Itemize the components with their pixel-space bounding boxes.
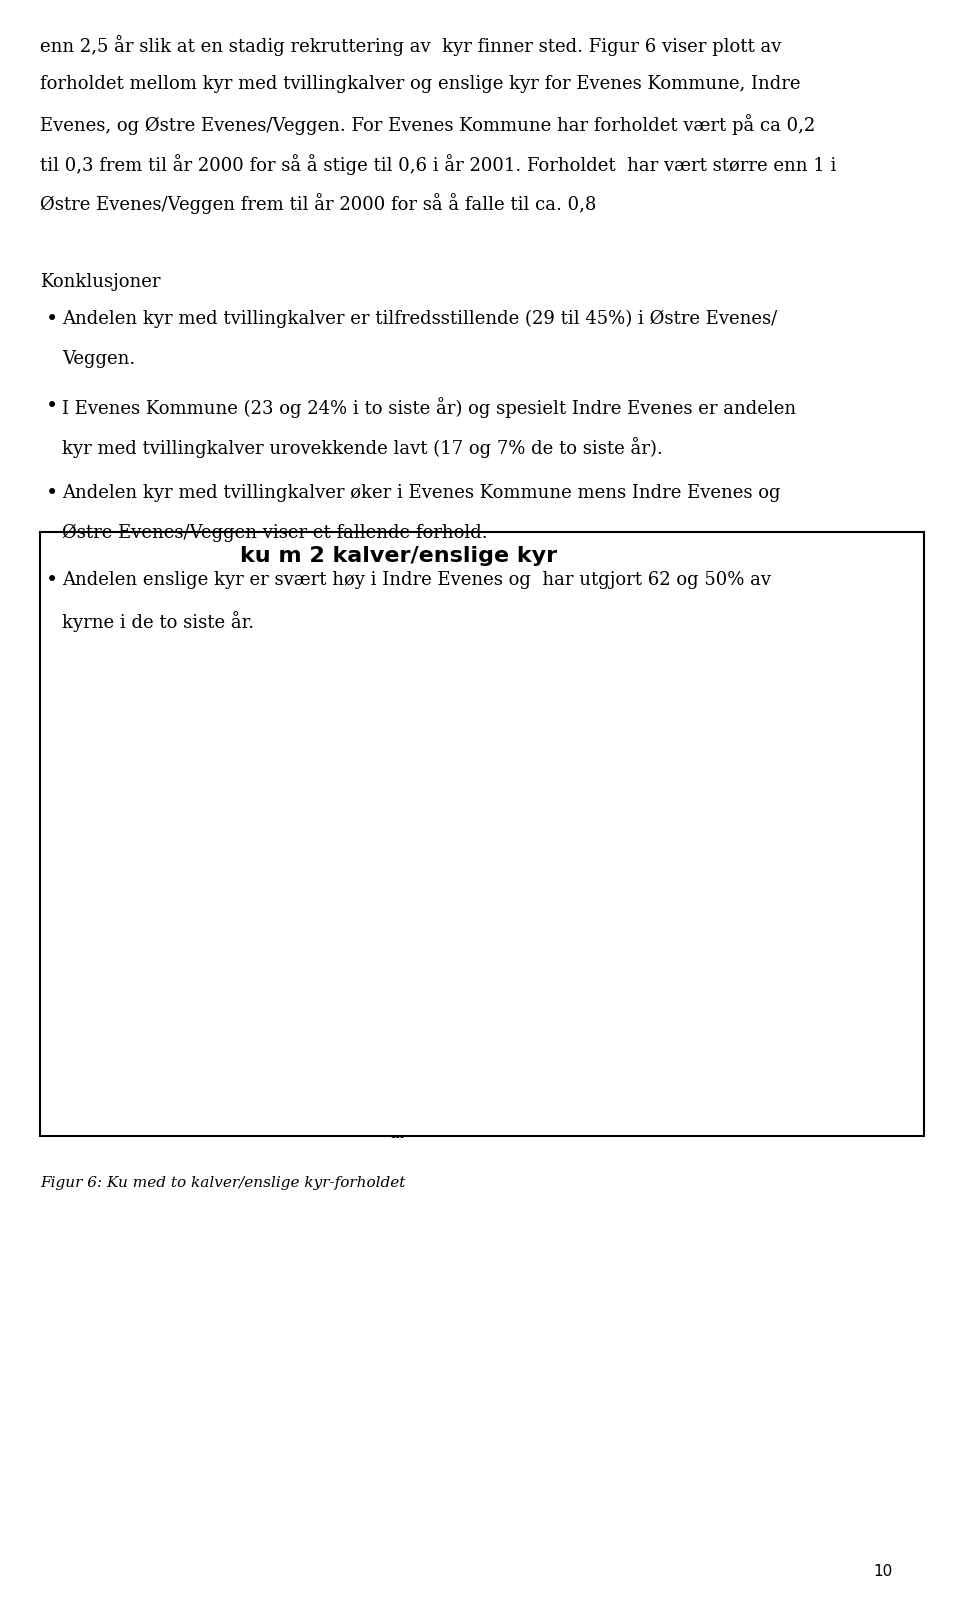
Text: Østre Evenes/Veggen viser et fallende forhold.: Østre Evenes/Veggen viser et fallende fo… xyxy=(62,524,488,541)
Text: forholdet mellom kyr med tvillingkalver og enslige kyr for Evenes Kommune, Indre: forholdet mellom kyr med tvillingkalver … xyxy=(40,74,801,93)
Text: Evenes, og Østre Evenes/Veggen. For Evenes Kommune har forholdet vært på ca 0,2: Evenes, og Østre Evenes/Veggen. For Even… xyxy=(40,114,816,135)
Y-axis label: ku m 2 kalver/enslige kyr: ku m 2 kalver/enslige kyr xyxy=(75,765,89,959)
Text: kyrne i de to siste år.: kyrne i de to siste år. xyxy=(62,611,254,632)
Text: Østre Evenes/Veggen frem til år 2000 for så å falle til ca. 0,8: Østre Evenes/Veggen frem til år 2000 for… xyxy=(40,193,597,214)
Text: ku m 2 kalver/enslige kyr: ku m 2 kalver/enslige kyr xyxy=(240,546,557,565)
Text: I Evenes Kommune (23 og 24% i to siste år) og spesielt Indre Evenes er andelen: I Evenes Kommune (23 og 24% i to siste å… xyxy=(62,396,797,419)
Text: •: • xyxy=(46,396,59,416)
Text: •: • xyxy=(46,570,59,590)
Text: 10: 10 xyxy=(874,1564,893,1579)
Text: Figur 6: Ku med to kalver/enslige kyr-forholdet: Figur 6: Ku med to kalver/enslige kyr-fo… xyxy=(40,1176,406,1191)
Text: til 0,3 frem til år 2000 for så å stige til 0,6 i år 2001. Forholdet  har vært s: til 0,3 frem til år 2000 for så å stige … xyxy=(40,155,837,176)
Text: enn 2,5 år slik at en stadig rekruttering av  kyr finner sted. Figur 6 viser plo: enn 2,5 år slik at en stadig rekrutterin… xyxy=(40,35,781,56)
Text: Andelen kyr med tvillingkalver er tilfredsstillende (29 til 45%) i Østre Evenes/: Andelen kyr med tvillingkalver er tilfre… xyxy=(62,311,778,329)
Text: Ø Evenes: Ø Evenes xyxy=(760,899,832,913)
Text: I Evenes: I Evenes xyxy=(760,831,826,846)
Text: Andelen kyr med tvillingkalver øker i Evenes Kommune mens Indre Evenes og: Andelen kyr med tvillingkalver øker i Ev… xyxy=(62,483,780,503)
Text: •: • xyxy=(46,311,59,329)
Text: Evenes: Evenes xyxy=(760,967,816,981)
Text: Veggen.: Veggen. xyxy=(62,350,135,367)
Text: Konklusjoner: Konklusjoner xyxy=(40,274,161,292)
Text: Andelen enslige kyr er svært høy i Indre Evenes og  har utgjort 62 og 50% av: Andelen enslige kyr er svært høy i Indre… xyxy=(62,570,772,590)
Text: kyr med tvillingkalver urovekkende lavt (17 og 7% de to siste år).: kyr med tvillingkalver urovekkende lavt … xyxy=(62,437,663,458)
X-axis label: år: år xyxy=(390,1126,407,1141)
Text: •: • xyxy=(46,483,59,503)
